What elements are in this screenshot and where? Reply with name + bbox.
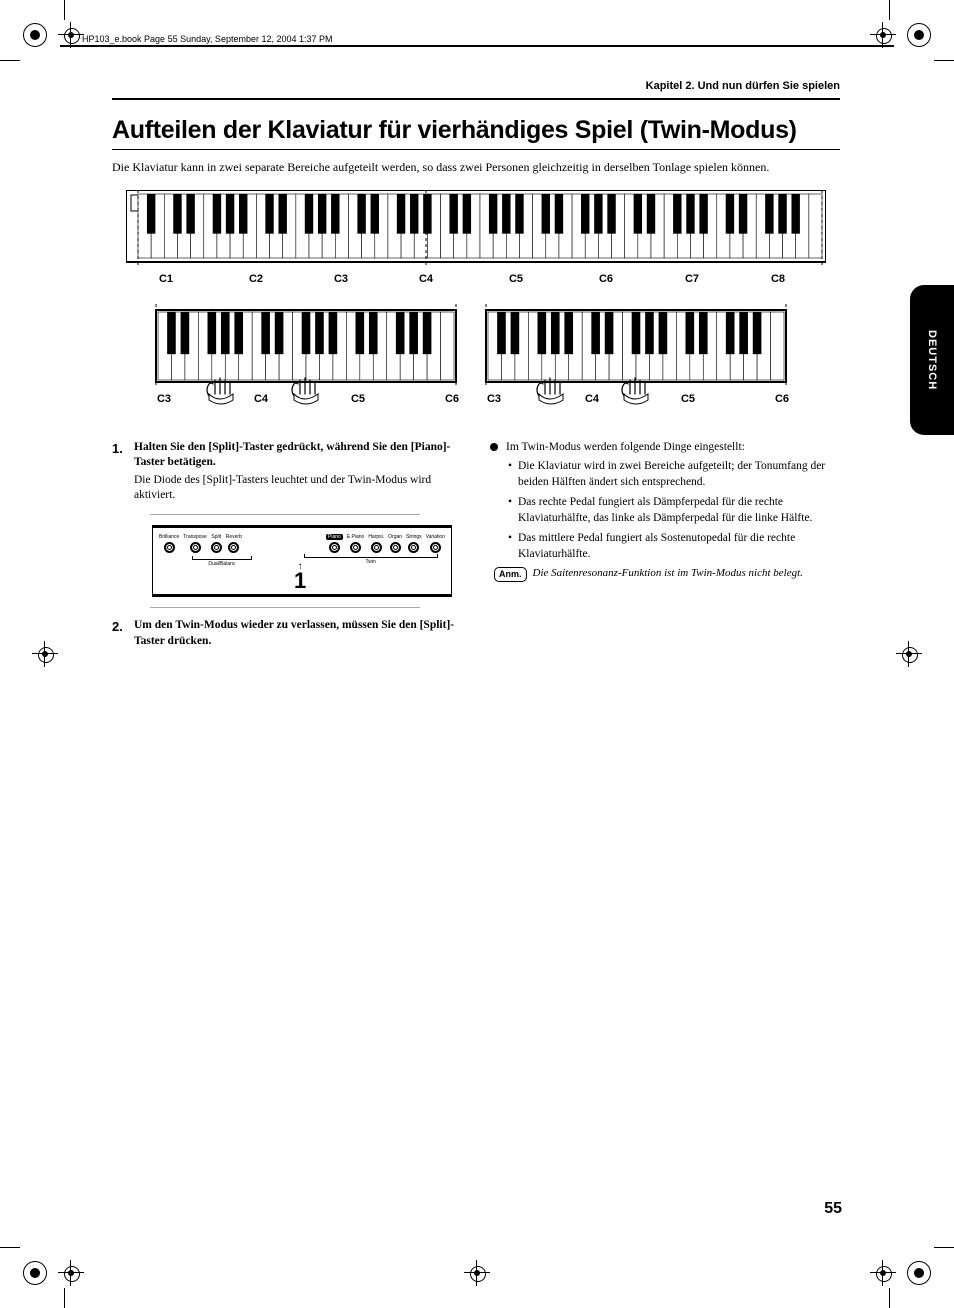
rule (112, 149, 840, 150)
svg-text:C4: C4 (585, 393, 600, 405)
panel-button: Organ (388, 534, 402, 554)
step-body: Die Diode des [Split]-Tasters leuchtet u… (134, 473, 462, 504)
crop-line (889, 1288, 890, 1308)
page-number: 55 (824, 1200, 842, 1218)
page-title: Aufteilen der Klaviatur für vierhändiges… (112, 116, 840, 145)
intro-paragraph: Die Klaviatur kann in zwei separate Bere… (112, 160, 840, 176)
rule (112, 98, 840, 100)
register-mark-icon (872, 24, 894, 46)
crop-mark-icon (898, 1252, 940, 1294)
panel-button: E.Piano (347, 534, 365, 554)
page-meta: HP103_e.book Page 55 Sunday, September 1… (82, 34, 333, 44)
step-1: Halten Sie den [Split]-Taster gedrückt, … (112, 440, 462, 609)
crop-mark-icon (898, 14, 940, 56)
svg-text:C4: C4 (254, 393, 269, 405)
rule (150, 514, 420, 515)
step-title: Halten Sie den [Split]-Taster gedrückt, … (134, 440, 462, 471)
button-panel-diagram: BrillianceTranspose Split Reverb PianoE.Pi… (152, 525, 452, 598)
right-column: Im Twin-Modus werden folgende Dinge eing… (490, 440, 840, 660)
left-column: Halten Sie den [Split]-Taster gedrückt, … (112, 440, 462, 660)
crop-line (0, 1247, 20, 1248)
register-mark-icon (872, 1262, 894, 1284)
crop-line (64, 0, 65, 20)
svg-text:C3: C3 (334, 273, 348, 285)
panel-sublabel: Twin (296, 559, 445, 566)
rule (150, 607, 420, 608)
step-indicator-num: 1 (294, 568, 306, 593)
crop-line (934, 1247, 954, 1248)
panel-button: Brilliance (159, 534, 179, 554)
note-text: Die Saitenresonanz-Funktion ist im Twin-… (533, 567, 803, 581)
register-mark-icon (34, 643, 56, 665)
svg-text:C8: C8 (771, 273, 785, 285)
step-title: Um den Twin-Modus wieder zu verlassen, m… (134, 618, 462, 649)
svg-text:C5: C5 (351, 393, 365, 405)
svg-text:C6: C6 (599, 273, 613, 285)
svg-text:C3: C3 (157, 393, 171, 405)
chapter-header: Kapitel 2. Und nun dürfen Sie spielen (112, 80, 840, 98)
step-indicator: ↑ 1 (294, 563, 306, 592)
panel-button: Strings (406, 534, 422, 554)
crop-line (934, 60, 954, 61)
register-mark-icon (466, 1262, 488, 1284)
list-item: Die Klaviatur wird in zwei Bereiche aufg… (508, 459, 840, 490)
panel-button: Variation (426, 534, 445, 554)
list-item: Das rechte Pedal fungiert als Dämpferped… (508, 495, 840, 526)
svg-text:C5: C5 (681, 393, 695, 405)
list-item: Das mittlere Pedal fungiert als Sostenut… (508, 531, 840, 562)
panel-button: Piano (326, 534, 343, 554)
page-meta-rule (60, 45, 894, 47)
panel-button: Reverb (226, 534, 242, 554)
register-mark-icon (60, 24, 82, 46)
svg-text:C5: C5 (509, 273, 523, 285)
language-tab-label: DEUTSCH (926, 330, 938, 390)
crop-mark-icon (14, 14, 56, 56)
svg-text:C3: C3 (487, 393, 501, 405)
step-2: Um den Twin-Modus wieder zu verlassen, m… (112, 618, 462, 649)
register-mark-icon (60, 1262, 82, 1284)
lead-text: Im Twin-Modus werden folgende Dinge eing… (490, 440, 840, 456)
svg-text:C6: C6 (775, 393, 789, 405)
crop-line (889, 0, 890, 20)
page-content: Kapitel 2. Und nun dürfen Sie spielen Au… (112, 80, 840, 659)
panel-button: Split (211, 534, 222, 554)
crop-line (0, 60, 20, 61)
language-tab: DEUTSCH (910, 285, 954, 435)
keyboard-diagram: C1 C2 C3 C4 C5 C6 C7 C8 C3 C4 C5 C6 C3 C4 C5 C6 (126, 190, 826, 420)
note-badge: Anm. (494, 567, 527, 582)
svg-text:C4: C4 (419, 273, 434, 285)
svg-text:C6: C6 (445, 393, 459, 405)
register-mark-icon (898, 643, 920, 665)
crop-mark-icon (14, 1252, 56, 1294)
panel-sublabel: Dual/Balanc (159, 561, 285, 568)
crop-line (64, 1288, 65, 1308)
svg-text:C1: C1 (159, 273, 173, 285)
panel-button: Transpose (183, 534, 206, 554)
svg-text:C2: C2 (249, 273, 263, 285)
panel-button: Harpsi. (368, 534, 384, 554)
svg-text:C7: C7 (685, 273, 699, 285)
